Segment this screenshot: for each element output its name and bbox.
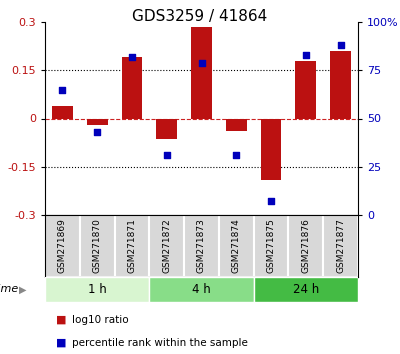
Point <box>59 87 66 92</box>
Bar <box>52 105 73 119</box>
Text: GSM271873: GSM271873 <box>197 218 206 273</box>
Bar <box>184 215 219 277</box>
Point <box>129 54 135 59</box>
Text: 4 h: 4 h <box>192 283 211 296</box>
Bar <box>156 119 177 139</box>
Text: GSM271870: GSM271870 <box>93 218 102 273</box>
Point <box>268 199 274 204</box>
Bar <box>122 57 142 119</box>
Point <box>198 60 205 65</box>
Text: ■: ■ <box>56 338 66 348</box>
Bar <box>45 277 149 302</box>
Bar <box>219 215 254 277</box>
Bar <box>114 215 149 277</box>
Bar <box>254 215 288 277</box>
Point <box>303 52 309 58</box>
Text: GSM271876: GSM271876 <box>301 218 310 273</box>
Point <box>94 129 100 135</box>
Text: GSM271872: GSM271872 <box>162 218 171 273</box>
Bar <box>45 215 80 277</box>
Point <box>338 42 344 48</box>
Bar <box>330 51 351 119</box>
Text: GSM271877: GSM271877 <box>336 218 345 273</box>
Text: GDS3259 / 41864: GDS3259 / 41864 <box>132 9 268 24</box>
Text: percentile rank within the sample: percentile rank within the sample <box>72 338 248 348</box>
Bar <box>226 119 247 131</box>
Point <box>164 152 170 158</box>
Text: 24 h: 24 h <box>293 283 319 296</box>
Text: GSM271874: GSM271874 <box>232 218 241 273</box>
Text: time: time <box>0 285 18 295</box>
Text: log10 ratio: log10 ratio <box>72 315 129 325</box>
Text: GSM271875: GSM271875 <box>266 218 276 273</box>
Bar <box>288 215 323 277</box>
Bar <box>254 277 358 302</box>
Text: GSM271871: GSM271871 <box>128 218 136 273</box>
Bar <box>149 277 254 302</box>
Point <box>233 152 240 158</box>
Bar <box>87 119 108 125</box>
Bar <box>149 215 184 277</box>
Bar <box>191 27 212 119</box>
Bar <box>80 215 114 277</box>
Text: ■: ■ <box>56 315 66 325</box>
Text: GSM271869: GSM271869 <box>58 218 67 273</box>
Bar <box>295 61 316 119</box>
Bar <box>323 215 358 277</box>
Bar <box>261 119 282 179</box>
Text: 1 h: 1 h <box>88 283 106 296</box>
Text: ▶: ▶ <box>19 285 27 295</box>
